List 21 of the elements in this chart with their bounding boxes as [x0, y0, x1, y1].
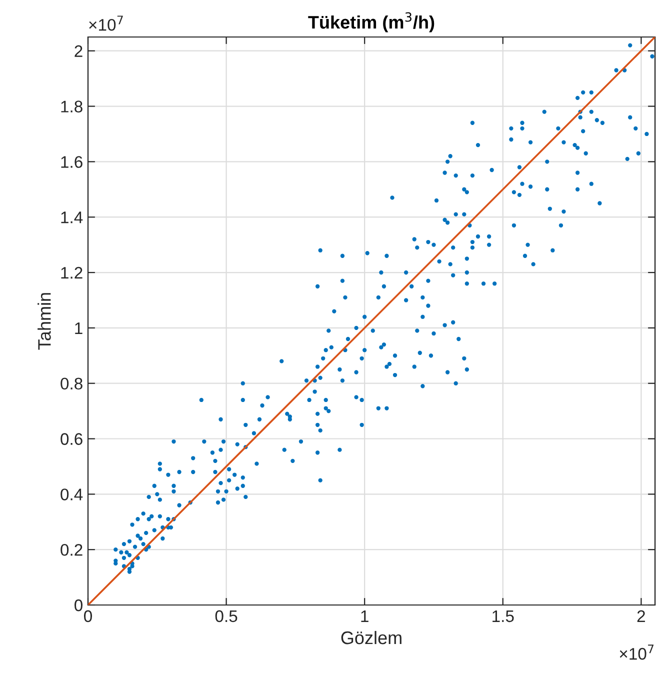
- y-tick-label: 1.2: [61, 266, 82, 279]
- x-tick-label: 1: [361, 610, 368, 622]
- chart-title: Tüketim (m$^{3}$/h): [308, 12, 434, 32]
- y-tick-label: 1.4: [61, 212, 83, 224]
- y-tick-label: 0: [74, 599, 82, 612]
- x-tick-label: 0: [84, 610, 92, 622]
- y-tick-label: 1.6: [61, 156, 82, 168]
- x-axis-title: Gözlem: [341, 630, 402, 644]
- text: ×10$^{7}$: [89, 16, 123, 31]
- y-tick-label: 0.2: [60, 544, 82, 556]
- x-tick-label: 1.5: [492, 610, 514, 622]
- y-tick-label: 0.4: [60, 488, 83, 500]
- y-tick-label: 0.6: [60, 433, 82, 445]
- y-tick-label: 0.8: [60, 378, 82, 390]
- text: ×10$^{7}$: [620, 644, 654, 660]
- y-tick-label: 1.8: [61, 100, 82, 112]
- x-tick-label: 2: [637, 610, 645, 622]
- y-axis-title: Tahmin: [38, 293, 51, 350]
- y-tick-label: 1: [75, 322, 82, 334]
- x-tick-label: 0.5: [215, 610, 238, 622]
- y-tick-label: 2: [74, 45, 82, 57]
